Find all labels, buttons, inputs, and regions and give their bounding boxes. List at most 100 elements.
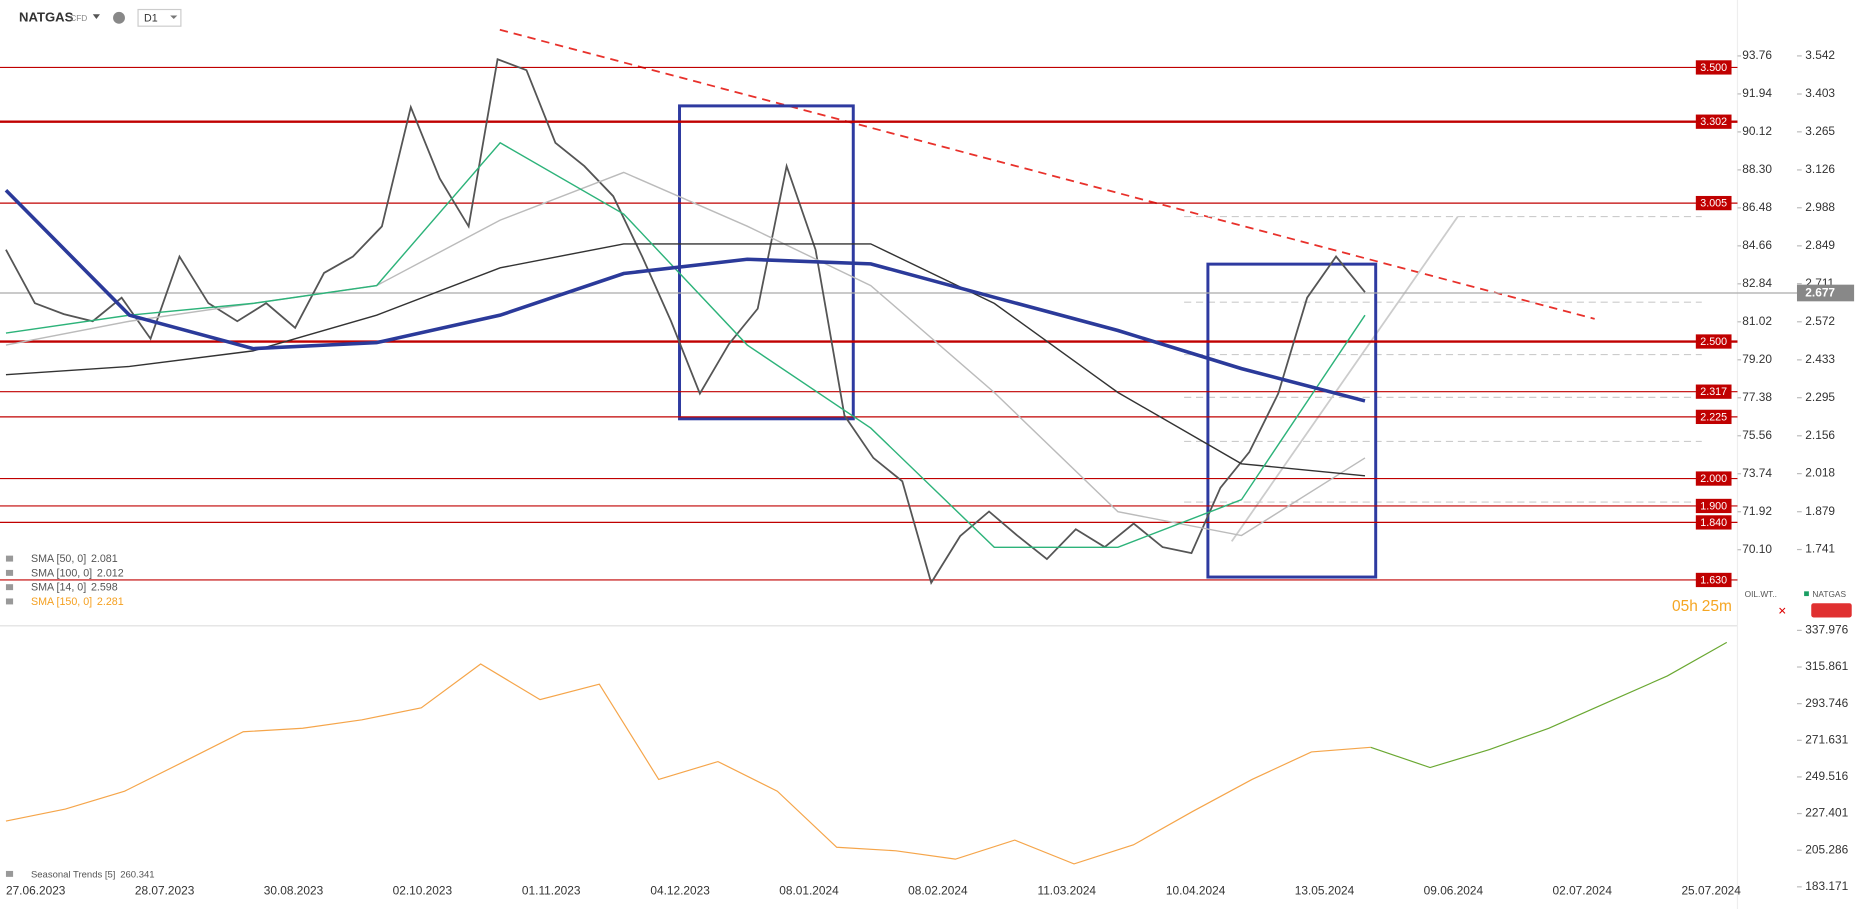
y2-tick-label: 71.92 bbox=[1742, 504, 1772, 518]
level-label-box bbox=[1695, 515, 1732, 530]
series-line bbox=[4, 188, 1366, 403]
x-tick-label: 08.02.2024 bbox=[908, 883, 968, 897]
level-label-box bbox=[1695, 334, 1732, 349]
level-label: 2.225 bbox=[1700, 411, 1727, 423]
y2-tick-label: 91.94 bbox=[1742, 86, 1772, 100]
y-tick-label: 2.295 bbox=[1805, 390, 1835, 404]
symbol-kind: CFD bbox=[70, 13, 87, 23]
legend-entry[interactable]: NATGAS bbox=[1812, 589, 1846, 599]
x-tick-label: 25.07.2024 bbox=[1681, 883, 1741, 897]
level-label-box bbox=[1695, 195, 1732, 211]
y-tick-label: 183.171 bbox=[1805, 879, 1848, 893]
y2-tick-label: 73.74 bbox=[1742, 466, 1772, 480]
y2-tick-label: 86.48 bbox=[1742, 200, 1772, 214]
legend-name: Seasonal Trends [5] bbox=[31, 869, 116, 880]
interval: D1 bbox=[144, 12, 158, 24]
x-tick-label: 28.07.2023 bbox=[135, 883, 195, 897]
legend-value: 2.281 bbox=[97, 596, 124, 608]
legend-value: 2.598 bbox=[91, 582, 118, 594]
legend-icon bbox=[5, 598, 14, 605]
x-tick-label: 02.07.2024 bbox=[1553, 883, 1613, 897]
y2-tick-label: 79.20 bbox=[1742, 352, 1772, 366]
level-label: 1.840 bbox=[1700, 517, 1727, 529]
y2-tick-label: 81.02 bbox=[1742, 314, 1772, 328]
level-label: 3.302 bbox=[1700, 116, 1727, 128]
close-button[interactable] bbox=[1811, 603, 1852, 618]
legend-name: SMA [50, 0] bbox=[31, 553, 86, 565]
y-tick-label: 2.849 bbox=[1805, 238, 1835, 252]
y-tick-label: 3.403 bbox=[1805, 86, 1835, 100]
y-tick-label: 249.516 bbox=[1805, 769, 1848, 783]
legend-name: SMA [100, 0] bbox=[31, 567, 92, 579]
y-tick-label: 2.572 bbox=[1805, 314, 1835, 328]
last-price-box bbox=[1796, 284, 1855, 302]
level-label-box bbox=[1695, 498, 1732, 514]
y-tick-label: 1.879 bbox=[1805, 504, 1835, 518]
legend-entry: SMA [14, 0] 2.598 bbox=[31, 582, 118, 594]
legend-icon bbox=[5, 870, 14, 877]
y2-tick-label: 75.56 bbox=[1742, 428, 1772, 442]
level-label-box bbox=[1695, 114, 1732, 129]
y-tick-label: 2.156 bbox=[1805, 428, 1835, 442]
symbol[interactable]: NATGAS bbox=[19, 9, 74, 24]
y-tick-label: 3.265 bbox=[1805, 124, 1835, 138]
level-label-box bbox=[1695, 409, 1732, 425]
y-tick-label: 2.018 bbox=[1805, 466, 1835, 480]
interval-select[interactable] bbox=[137, 8, 182, 27]
highlight-box[interactable] bbox=[1206, 262, 1378, 579]
y2-tick-label: 77.38 bbox=[1742, 390, 1772, 404]
x-tick-label: 02.10.2023 bbox=[393, 883, 453, 897]
x-tick-label: 27.06.2023 bbox=[6, 883, 66, 897]
countdown-hours: 05h bbox=[1672, 598, 1698, 615]
y2-tick-label: 88.30 bbox=[1742, 162, 1772, 176]
series-line bbox=[5, 171, 1366, 537]
y-tick-label: 3.542 bbox=[1805, 48, 1835, 62]
level-label: 2.500 bbox=[1700, 336, 1727, 348]
x-tick-label: 09.06.2024 bbox=[1424, 883, 1484, 897]
y2-tick-label: 84.66 bbox=[1742, 238, 1772, 252]
series-line bbox=[5, 141, 1366, 549]
y-tick-label: 205.286 bbox=[1805, 842, 1848, 856]
legend-entry: SMA [50, 0] 2.081 bbox=[31, 553, 118, 565]
y-tick-label: 293.746 bbox=[1805, 696, 1848, 710]
remove-icon[interactable]: ✕ bbox=[1778, 605, 1787, 617]
y2-tick-label: 90.12 bbox=[1742, 124, 1772, 138]
level-label: 1.900 bbox=[1700, 500, 1727, 512]
series-line bbox=[5, 243, 1366, 477]
y2-tick-label: 70.10 bbox=[1742, 542, 1772, 556]
level-label-box bbox=[1695, 60, 1732, 75]
legend-entry: Seasonal Trends [5] 260.341 bbox=[31, 869, 155, 880]
level-label: 2.000 bbox=[1700, 473, 1727, 485]
level-label: 3.500 bbox=[1700, 62, 1727, 74]
legend-swatch bbox=[1804, 591, 1809, 597]
x-tick-label: 01.11.2023 bbox=[522, 883, 581, 897]
level-label-box bbox=[1695, 384, 1732, 399]
series-line bbox=[5, 58, 1366, 585]
legend-entry: SMA [100, 0] 2.012 bbox=[31, 567, 124, 579]
x-tick-label: 04.12.2023 bbox=[650, 883, 710, 897]
countdown-minutes: 25m bbox=[1702, 598, 1732, 615]
legend-entry: SMA [150, 0] 2.281 bbox=[31, 596, 124, 608]
y-tick-label: 271.631 bbox=[1805, 732, 1848, 746]
compare-symbol[interactable]: OIL.WT.. bbox=[1745, 589, 1777, 599]
last-price-label: 2.677 bbox=[1805, 286, 1835, 300]
x-tick-label: 08.01.2024 bbox=[779, 883, 839, 897]
trendline[interactable] bbox=[499, 28, 1595, 320]
legend-icon bbox=[5, 569, 14, 576]
trendline[interactable] bbox=[1230, 216, 1459, 542]
x-tick-label: 30.08.2023 bbox=[264, 883, 324, 897]
legend-name: SMA [14, 0] bbox=[31, 582, 86, 594]
info-icon[interactable] bbox=[113, 11, 125, 24]
level-label-box bbox=[1695, 471, 1732, 486]
y2-tick-label: 93.76 bbox=[1742, 48, 1772, 62]
x-tick-label: 11.03.2024 bbox=[1037, 883, 1096, 897]
legend-icon bbox=[5, 555, 14, 562]
dropdown[interactable] bbox=[170, 15, 178, 20]
y-tick-label: 3.126 bbox=[1805, 162, 1835, 176]
series-line bbox=[5, 663, 1371, 865]
x-tick-label: 13.05.2024 bbox=[1295, 883, 1355, 897]
series-line bbox=[1370, 641, 1728, 769]
dropdown[interactable] bbox=[92, 14, 100, 20]
